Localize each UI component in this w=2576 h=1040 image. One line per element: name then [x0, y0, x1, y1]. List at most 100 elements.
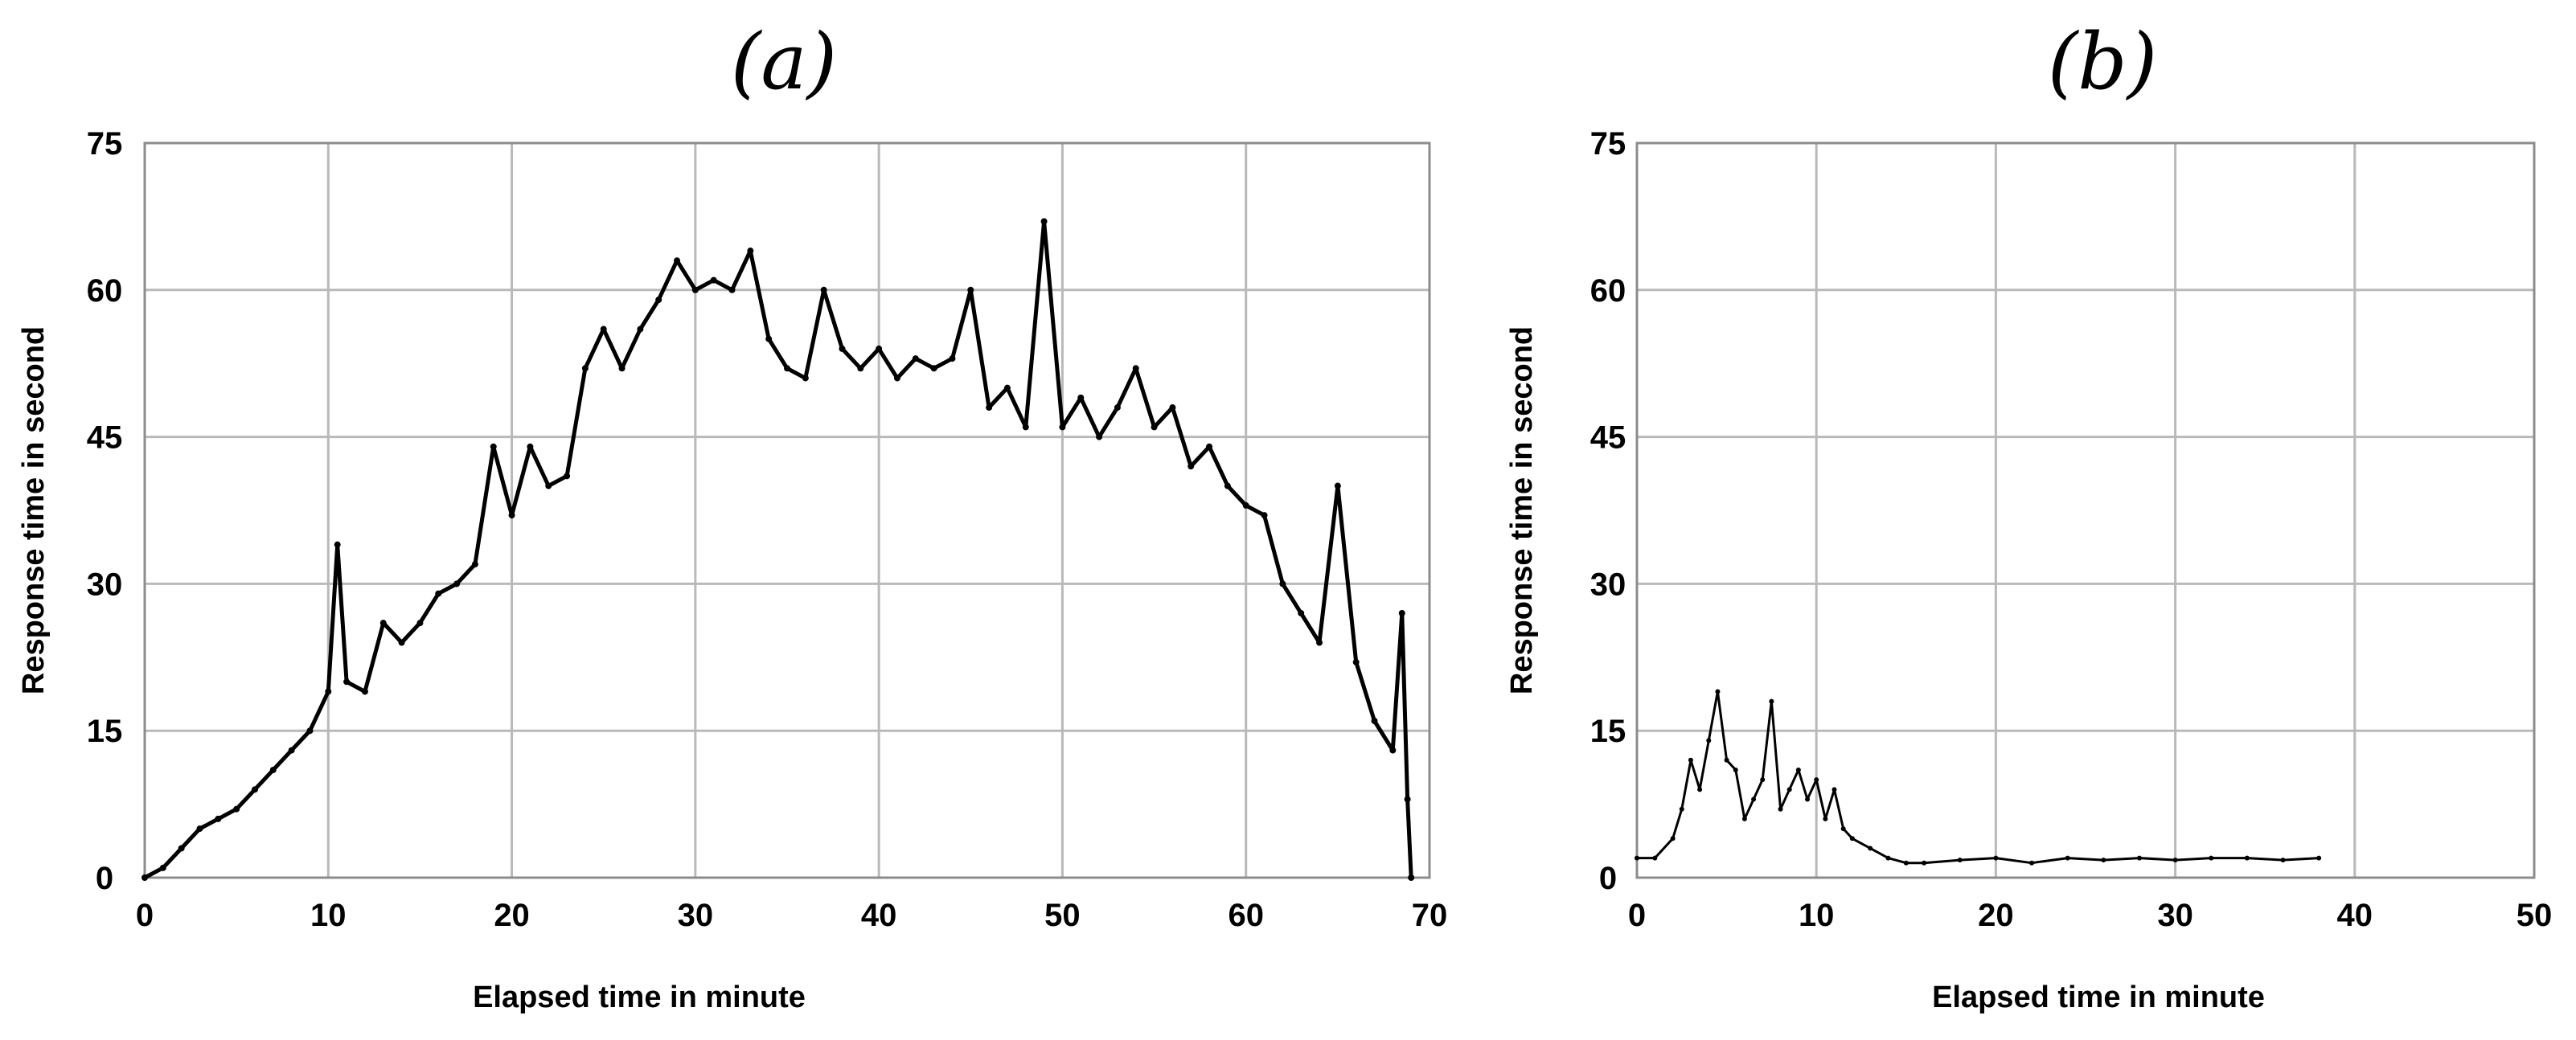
data-point — [912, 355, 919, 362]
x-tick-labels: 0 10 20 30 40 50 — [1628, 898, 2552, 933]
data-point — [2065, 855, 2070, 861]
data-point — [691, 286, 699, 293]
x-tick-labels: 0 10 20 30 40 50 60 70 — [136, 898, 1447, 933]
data-point — [618, 365, 626, 372]
data-point — [2136, 855, 2142, 861]
data-point — [1670, 836, 1676, 841]
data-point — [1741, 816, 1747, 821]
data-point — [1334, 482, 1341, 489]
data-point — [1832, 787, 1837, 792]
data-point — [416, 620, 424, 627]
y-tick-label: 75 — [1590, 126, 1626, 162]
data-point — [1903, 860, 1909, 866]
grid — [143, 141, 1431, 879]
data-point — [967, 286, 974, 293]
series-line — [1635, 690, 2320, 865]
data-point — [857, 365, 864, 372]
data-point — [1077, 394, 1085, 401]
data-point — [876, 345, 883, 352]
data-point — [178, 845, 185, 852]
y-tick-label: 60 — [1590, 273, 1626, 309]
data-point — [765, 335, 773, 342]
data-point — [1724, 757, 1729, 763]
x-tick-label: 30 — [678, 898, 714, 933]
data-point — [453, 580, 461, 588]
data-point — [1003, 384, 1011, 391]
data-point — [1059, 424, 1066, 431]
y-axis-label: Response time in second — [17, 326, 51, 694]
data-point — [196, 825, 203, 833]
x-tick-label: 20 — [494, 898, 530, 933]
x-tick-label: 10 — [1799, 898, 1835, 933]
data-point — [747, 248, 754, 255]
data-point — [1261, 512, 1268, 519]
data-point — [325, 688, 332, 695]
data-point — [1408, 874, 1415, 881]
y-tick-label: 0 — [1599, 861, 1617, 896]
data-point — [1751, 796, 1757, 802]
data-point — [1805, 796, 1811, 802]
data-point — [1885, 855, 1891, 861]
data-point — [1697, 787, 1703, 792]
plot-frame — [1635, 141, 2536, 879]
data-point — [1679, 806, 1684, 812]
data-point — [233, 805, 240, 813]
y-tick-label: 75 — [87, 126, 123, 162]
x-tick-label: 0 — [1628, 898, 1646, 933]
data-point — [1993, 855, 1999, 861]
data-point — [1169, 404, 1176, 411]
data-point — [379, 620, 387, 627]
data-points — [142, 218, 1415, 881]
data-point — [1040, 218, 1048, 225]
y-tick-label: 0 — [96, 861, 113, 896]
y-tick-label: 45 — [1590, 420, 1626, 456]
data-point — [288, 747, 295, 754]
series-line — [142, 219, 1413, 880]
data-point — [1706, 738, 1712, 743]
chart-panel-b: (b) 0 15 30 45 60 75 0 10 20 30 40 50 Elapsed time… — [1505, 17, 2552, 1014]
data-point — [1242, 502, 1249, 509]
data-point — [361, 688, 368, 695]
x-tick-label: 30 — [2157, 898, 2193, 933]
data-point — [1114, 404, 1121, 411]
data-point — [986, 404, 993, 411]
y-tick-label: 45 — [87, 420, 123, 456]
data-point — [306, 727, 314, 735]
y-tick-label: 60 — [87, 273, 123, 309]
data-point — [1769, 698, 1774, 704]
data-point — [674, 257, 681, 264]
data-point — [1316, 639, 1323, 646]
data-point — [1849, 836, 1855, 841]
data-point — [1151, 424, 1158, 431]
data-point — [1688, 757, 1693, 763]
x-tick-label: 60 — [1228, 898, 1264, 933]
data-point — [1652, 855, 1658, 861]
y-axis-label: Response time in second — [1505, 326, 1539, 694]
data-point — [581, 365, 589, 372]
data-point — [269, 766, 277, 773]
data-point — [710, 276, 717, 284]
data-point — [655, 296, 662, 303]
data-point — [1795, 767, 1801, 772]
data-point — [1778, 806, 1783, 812]
data-point — [1224, 482, 1231, 489]
chart-title: (b) — [2048, 17, 2157, 107]
x-tick-label: 40 — [861, 898, 897, 933]
grid — [1635, 141, 2536, 879]
data-point — [2280, 858, 2286, 863]
data-point — [564, 473, 571, 480]
data-point — [1635, 855, 1639, 861]
data-point — [1352, 658, 1360, 665]
data-point — [1786, 787, 1792, 792]
data-point — [1206, 443, 1213, 450]
data-point — [1279, 580, 1286, 588]
data-point — [1298, 609, 1305, 616]
x-axis-label: Elapsed time in minute — [473, 981, 806, 1014]
data-point — [893, 375, 900, 382]
data-point — [471, 561, 478, 568]
data-point — [1922, 860, 1927, 866]
data-point — [784, 365, 790, 372]
data-point — [1404, 796, 1411, 803]
y-tick-label: 30 — [1590, 567, 1626, 602]
